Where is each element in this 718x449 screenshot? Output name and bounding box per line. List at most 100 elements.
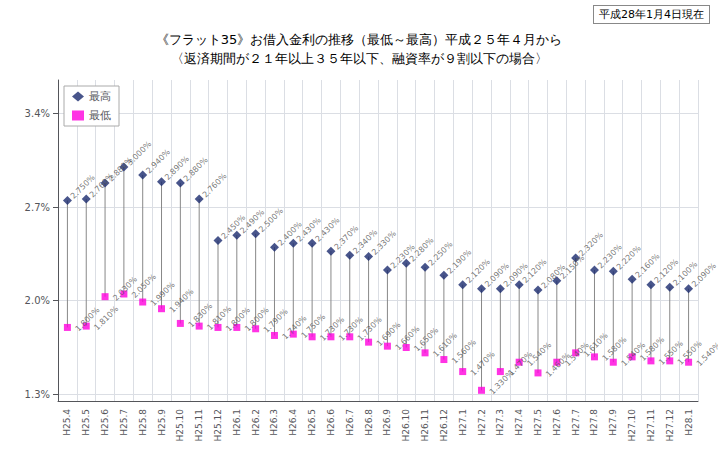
svg-text:H27.1: H27.1 [458, 409, 468, 436]
svg-text:1.730%: 1.730% [355, 314, 384, 343]
svg-text:1.540%: 1.540% [619, 340, 648, 369]
svg-text:1.690%: 1.690% [374, 320, 403, 349]
svg-text:2.880%: 2.880% [182, 155, 210, 183]
svg-text:2.080%: 2.080% [539, 262, 568, 291]
svg-text:H27.10: H27.10 [627, 409, 637, 442]
svg-text:〈返済期間が２１年以上３５年以下、融資率が９割以下の場合〉: 〈返済期間が２１年以上３５年以下、融資率が９割以下の場合〉 [171, 51, 548, 66]
svg-text:1.470%: 1.470% [506, 349, 535, 378]
svg-text:H25.12: H25.12 [213, 409, 223, 442]
svg-text:H25.6: H25.6 [100, 409, 110, 436]
svg-text:H26.4: H26.4 [288, 409, 298, 436]
svg-text:1.470%: 1.470% [469, 349, 497, 377]
svg-text:H26.8: H26.8 [364, 409, 374, 436]
svg-text:H25.8: H25.8 [138, 409, 148, 436]
svg-text:H26.5: H26.5 [307, 409, 317, 436]
svg-text:2.890%: 2.890% [163, 154, 191, 182]
svg-text:H26.1: H26.1 [232, 409, 242, 436]
svg-text:1.750%: 1.750% [299, 312, 328, 341]
svg-text:H27.8: H27.8 [589, 409, 599, 436]
svg-text:2.100%: 2.100% [671, 259, 700, 288]
svg-text:H26.7: H26.7 [345, 409, 355, 436]
svg-text:3.000%: 3.000% [125, 139, 154, 168]
svg-text:1.330%: 1.330% [487, 368, 516, 397]
svg-text:2.160%: 2.160% [633, 251, 662, 280]
svg-text:2.250%: 2.250% [426, 239, 455, 268]
svg-text:1.810%: 1.810% [92, 304, 120, 332]
svg-text:2.500%: 2.500% [257, 206, 285, 234]
svg-text:H26.2: H26.2 [251, 409, 261, 436]
svg-text:H28.1: H28.1 [684, 409, 694, 436]
svg-text:H26.3: H26.3 [269, 409, 279, 436]
svg-text:2.220%: 2.220% [614, 243, 643, 272]
svg-text:最高: 最高 [89, 90, 111, 103]
svg-text:最低: 最低 [89, 109, 111, 122]
svg-text:H27.5: H27.5 [533, 409, 543, 436]
svg-text:2.050%: 2.050% [130, 272, 158, 300]
svg-text:H25.10: H25.10 [175, 409, 185, 442]
svg-text:1.800%: 1.800% [73, 305, 102, 334]
svg-text:2.230%: 2.230% [596, 242, 624, 271]
svg-text:1.3%: 1.3% [25, 389, 50, 400]
svg-text:H27.2: H27.2 [477, 409, 487, 436]
svg-text:H27.6: H27.6 [552, 409, 562, 436]
svg-text:H27.12: H27.12 [665, 409, 675, 442]
svg-text:2.190%: 2.190% [445, 247, 473, 275]
svg-text:2.320%: 2.320% [577, 230, 605, 258]
svg-text:2.330%: 2.330% [370, 229, 398, 257]
svg-text:2.430%: 2.430% [313, 215, 342, 244]
svg-text:2.150%: 2.150% [558, 253, 587, 281]
svg-text:H27.3: H27.3 [495, 409, 505, 436]
svg-text:2.090%: 2.090% [483, 261, 511, 289]
svg-text:1.790%: 1.790% [261, 306, 290, 335]
svg-text:H25.11: H25.11 [194, 409, 204, 442]
svg-text:2.7%: 2.7% [25, 202, 50, 213]
svg-text:1.730%: 1.730% [318, 314, 347, 343]
svg-text:1.810%: 1.810% [205, 304, 234, 333]
svg-text:2.880%: 2.880% [106, 155, 135, 184]
svg-text:H25.5: H25.5 [81, 409, 91, 436]
svg-text:2.120%: 2.120% [464, 257, 493, 285]
svg-text:1.830%: 1.830% [186, 301, 215, 330]
svg-text:1.540%: 1.540% [525, 340, 553, 368]
svg-text:1.540%: 1.540% [695, 340, 718, 368]
svg-text:1.740%: 1.740% [280, 313, 309, 342]
svg-text:H26.6: H26.6 [326, 409, 336, 436]
svg-text:2.340%: 2.340% [351, 227, 380, 256]
svg-text:H27.9: H27.9 [608, 409, 618, 436]
svg-text:H27.7: H27.7 [571, 409, 581, 436]
svg-text:H25.9: H25.9 [157, 409, 167, 436]
svg-text:2.090%: 2.090% [501, 261, 530, 289]
svg-text:3.4%: 3.4% [25, 108, 50, 119]
svg-text:2.940%: 2.940% [144, 147, 173, 176]
svg-text:1.650%: 1.650% [412, 325, 441, 354]
svg-text:2.760%: 2.760% [201, 171, 229, 199]
svg-text:2.090%: 2.090% [690, 261, 718, 289]
svg-text:H25.7: H25.7 [119, 409, 129, 436]
svg-text:H27.11: H27.11 [646, 409, 656, 442]
svg-text:2.750%: 2.750% [68, 172, 97, 201]
svg-text:H26.11: H26.11 [420, 409, 430, 442]
svg-text:2.760%: 2.760% [87, 171, 116, 200]
svg-text:H26.10: H26.10 [401, 409, 411, 442]
svg-text:平成28年1月4日現在: 平成28年1月4日現在 [599, 8, 704, 21]
svg-text:2.230%: 2.230% [388, 242, 417, 271]
svg-text:H25.4: H25.4 [62, 409, 72, 436]
svg-text:1.940%: 1.940% [168, 287, 196, 315]
svg-text:2.120%: 2.120% [652, 257, 681, 285]
svg-text:1.660%: 1.660% [393, 324, 422, 353]
svg-text:2.280%: 2.280% [407, 235, 436, 264]
svg-text:2.490%: 2.490% [238, 207, 267, 236]
svg-text:2.0%: 2.0% [25, 295, 50, 306]
svg-text:H26.9: H26.9 [382, 409, 392, 436]
svg-text:1.990%: 1.990% [148, 280, 177, 308]
svg-text:2.120%: 2.120% [520, 257, 549, 285]
svg-text:H27.4: H27.4 [514, 409, 524, 436]
svg-text:2.370%: 2.370% [332, 223, 361, 252]
svg-text:2.450%: 2.450% [219, 213, 248, 241]
svg-text:H26.12: H26.12 [439, 409, 449, 442]
svg-text:2.030%: 2.030% [111, 274, 140, 303]
svg-text:《フラット35》お借入金利の推移（最低～最高）平成２５年４月: 《フラット35》お借入金利の推移（最低～最高）平成２５年４月から [156, 32, 563, 47]
svg-text:2.430%: 2.430% [294, 215, 323, 244]
svg-text:2.400%: 2.400% [276, 219, 304, 248]
svg-text:1.560%: 1.560% [450, 337, 478, 365]
